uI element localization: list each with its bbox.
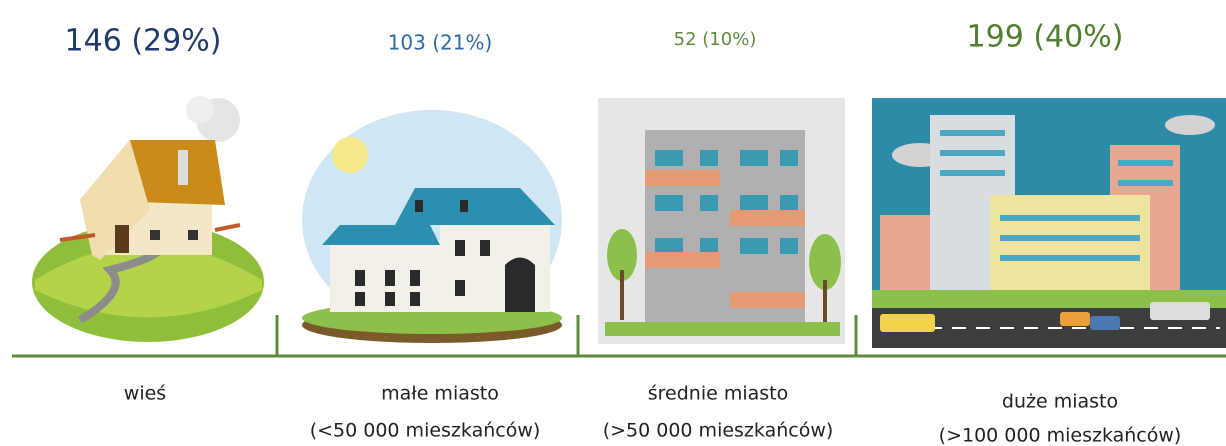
value-label: 52 (10%) <box>674 29 757 50</box>
large-city-illustration <box>872 98 1226 348</box>
category-sublabel: (<50 000 mieszkańców) <box>310 420 541 442</box>
value-label: 146 (29%) <box>65 24 222 59</box>
village-illustration <box>32 96 264 342</box>
value-label: 103 (21%) <box>388 31 493 55</box>
category-label: duże miasto <box>1002 391 1118 413</box>
medium-city-illustration <box>598 98 845 344</box>
infographic: 146 (29%) 103 (21%) 52 (10%) 199 (40%) <box>0 0 1226 446</box>
category-sublabel: (>100 000 mieszkańców) <box>939 425 1182 446</box>
category-label: średnie miasto <box>648 383 789 405</box>
town-illustration <box>302 110 562 343</box>
category-label: wieś <box>124 383 166 405</box>
value-label: 199 (40%) <box>967 20 1124 55</box>
category-label: małe miasto <box>381 383 499 405</box>
category-sublabel: (>50 000 mieszkańców) <box>603 420 834 442</box>
